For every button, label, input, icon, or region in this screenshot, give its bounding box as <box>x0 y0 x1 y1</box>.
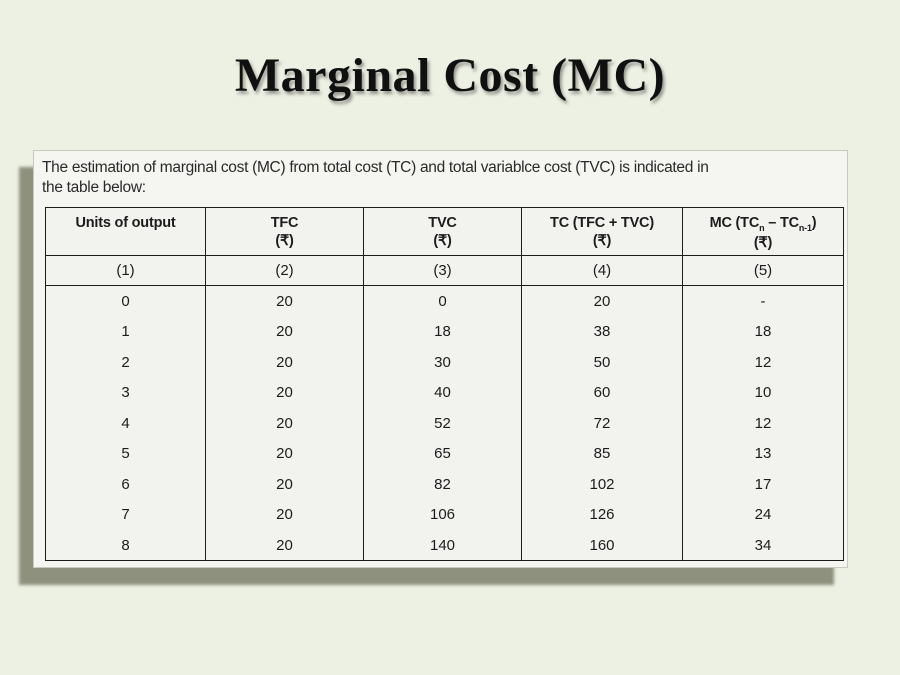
header-text: ) <box>811 214 817 231</box>
table-row: 7 20 106 126 24 <box>45 499 844 530</box>
table-row: 6 20 82 102 17 <box>45 468 844 500</box>
column-number-cell: (1) <box>45 254 206 286</box>
table-cell: 60 <box>521 377 683 408</box>
table-cell: 50 <box>521 346 683 378</box>
table-cell: 126 <box>521 499 683 530</box>
table-cell: 20 <box>205 438 364 469</box>
table-cell: 65 <box>363 438 522 469</box>
table-cell: 85 <box>521 438 683 469</box>
header-text: – TC <box>764 214 799 231</box>
table-cell: 52 <box>363 407 522 439</box>
table-cell: 30 <box>363 346 522 378</box>
header-unit: (₹) <box>275 233 294 250</box>
table-cell: 3 <box>45 377 206 408</box>
table-header: Units of output TFC (₹) TVC (₹) TC (TFC + TVC… <box>45 206 844 256</box>
table-cell: - <box>682 285 844 317</box>
table-cell: 18 <box>682 316 844 347</box>
column-number-cell: (5) <box>682 254 844 286</box>
table-row: 4 20 52 72 12 <box>45 407 844 439</box>
table-cell: 24 <box>682 499 844 530</box>
table-row: 2 20 30 50 12 <box>45 346 844 378</box>
table-cell: 17 <box>682 468 844 500</box>
header-text: Units of output <box>75 214 176 231</box>
table-cell: 20 <box>521 285 683 317</box>
table-cell: 1 <box>45 316 206 347</box>
page-title: Marginal Cost (MC) <box>234 49 666 102</box>
table-cell: 34 <box>682 529 844 562</box>
table-cell: 7 <box>45 499 206 530</box>
header-subscript: n <box>759 222 765 233</box>
column-header: TC (TFC + TVC) (₹) <box>521 206 683 256</box>
table-cell: 20 <box>205 346 364 378</box>
table-cell: 12 <box>682 346 844 378</box>
column-number-cell: (2) <box>205 254 364 286</box>
table-row: 0 20 0 20- <box>45 285 844 317</box>
table-cell: 38 <box>521 316 683 347</box>
header-subscript: n-1 <box>798 222 812 233</box>
table-row: 1 20 18 38 18 <box>45 316 844 347</box>
column-header: TFC (₹) <box>205 206 364 256</box>
table-cell: 6 <box>45 468 206 500</box>
table-cell: 82 <box>363 468 522 500</box>
header-text: TC (TFC + TVC) <box>550 214 654 231</box>
table-cell: 5 <box>45 438 206 469</box>
table-cell: 40 <box>363 377 522 408</box>
table-cell: 20 <box>205 316 364 347</box>
table-cell: 0 <box>45 285 206 317</box>
table-cell: 20 <box>205 499 364 530</box>
table-cell: 20 <box>205 468 364 500</box>
header-text: TFC <box>270 214 299 231</box>
intro-text: The estimation of marginal cost (MC) fro… <box>42 158 838 199</box>
header-text: MC (TC <box>709 214 760 231</box>
table-cell: 106 <box>363 499 522 530</box>
table-row: 5 20 65 85 13 <box>45 438 844 469</box>
table-cell: 2 <box>45 346 206 378</box>
intro-line-1: The estimation of marginal cost (MC) fro… <box>42 159 709 176</box>
column-header: Units of output <box>45 206 206 256</box>
table-cell: 18 <box>363 316 522 347</box>
header-unit: (₹) <box>592 233 612 250</box>
column-number-cell: (3) <box>363 254 522 286</box>
table-cell: 20 <box>205 377 364 408</box>
table-cell: 13 <box>682 438 844 469</box>
header-unit: (₹) <box>433 233 452 250</box>
table-cell: 4 <box>45 407 206 439</box>
content-box: The estimation of marginal cost (MC) fro… <box>33 150 848 568</box>
header-unit: (₹) <box>753 235 773 252</box>
column-number-cell: (4) <box>521 254 683 286</box>
table-cell: 20 <box>205 285 364 317</box>
table-cell: 8 <box>45 529 206 562</box>
column-header: TVC (₹) <box>363 206 522 256</box>
header-row: Units of output TFC (₹) TVC (₹) TC (TFC + TVC… <box>45 206 844 256</box>
marginal-cost-table: Units of output TFC (₹) TVC (₹) TC (TFC + TVC… <box>45 206 844 562</box>
table-cell: 102 <box>521 468 683 500</box>
table-body: 0 20 0 20-1 20 18 38 18 2 20 30 50 12 3 20 40 60 10 4 20 52 7… <box>45 285 844 562</box>
table-row: 8 20 140 160 34 <box>45 529 844 562</box>
table-cell: 20 <box>205 407 364 439</box>
table-cell: 10 <box>682 377 844 408</box>
column-header: MC (TCn – TCn-1) (₹) <box>682 206 844 256</box>
table-cell: 12 <box>682 407 844 439</box>
table-cell: 72 <box>521 407 683 439</box>
table-cell: 140 <box>363 529 522 562</box>
table-cell: 20 <box>205 529 364 562</box>
table-row: 3 20 40 60 10 <box>45 377 844 408</box>
table-cell: 160 <box>521 529 683 562</box>
header-text: TVC <box>428 214 457 231</box>
column-number-row: (1) (2) (3) (4) (5) <box>45 254 844 286</box>
table-cell: 0 <box>363 285 522 317</box>
intro-line-2: the table below: <box>42 179 146 197</box>
